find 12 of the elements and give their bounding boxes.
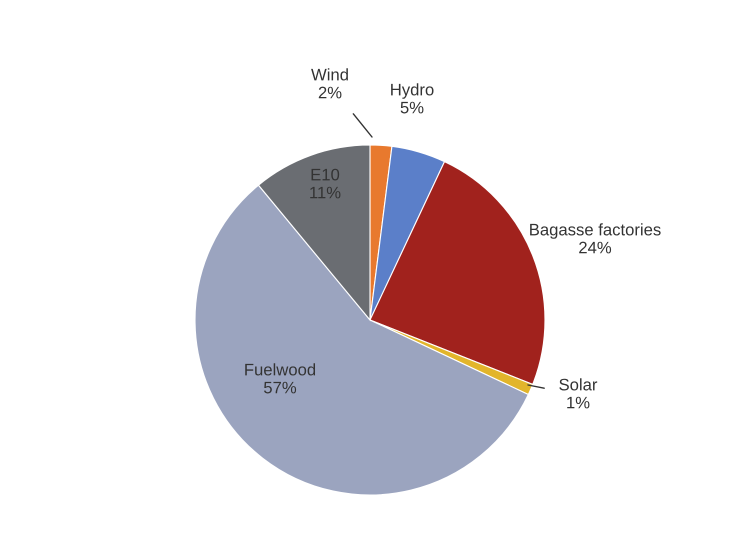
slice-label: Hydro — [391, 83, 434, 99]
slice-label: Wind — [311, 68, 348, 80]
data-label: 11% — [310, 186, 340, 198]
data-label: 5% — [400, 102, 424, 114]
slice-label: Fuelwood — [245, 363, 316, 376]
slice-label: Bagasse factories — [530, 223, 661, 239]
slice-label: Solar — [559, 378, 598, 390]
data-label: 2% — [318, 86, 342, 98]
data-label: 57% — [264, 382, 296, 394]
slice-label: E10 — [312, 168, 340, 180]
data-label: 1% — [567, 396, 590, 408]
data-label: 24% — [579, 242, 612, 254]
